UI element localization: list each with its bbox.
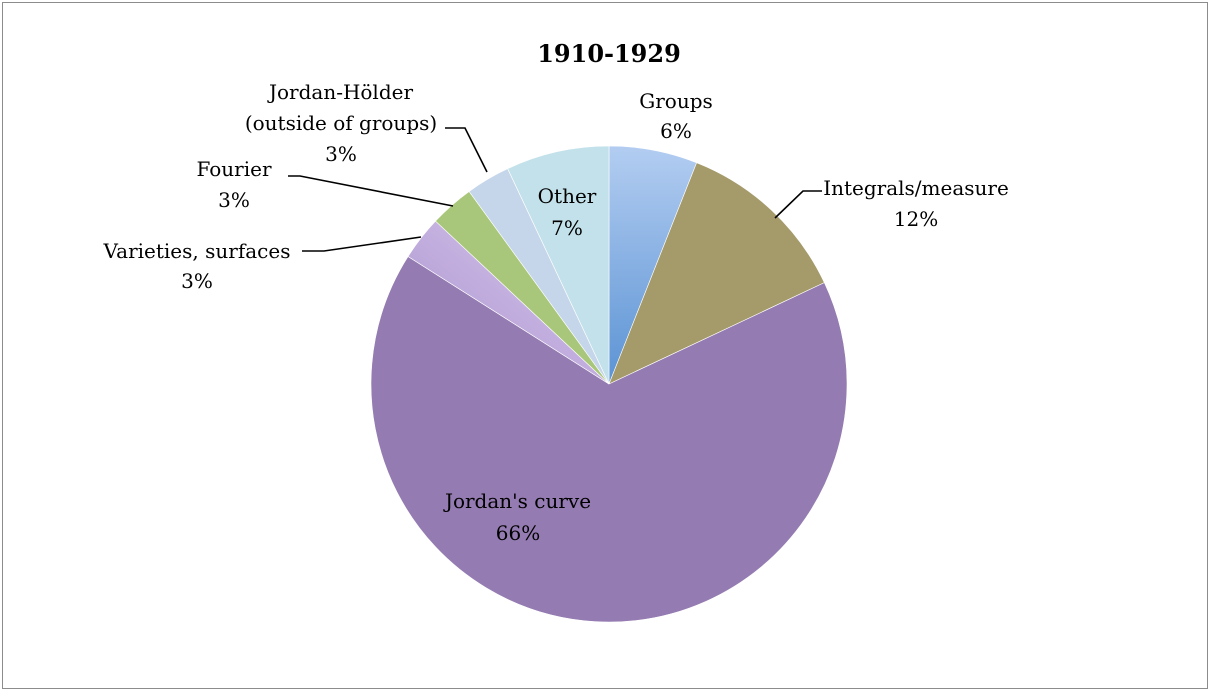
label-varieties-pct: 3% [181, 269, 213, 293]
pie-slice-other [507, 145, 610, 385]
label-integrals: Integrals/measure 12% [823, 176, 1009, 231]
label-fourier: Fourier 3% [196, 157, 271, 212]
label-other: Other 7% [538, 184, 597, 240]
label-integrals-pct: 12% [894, 207, 938, 231]
label-other-name: Other [538, 184, 597, 208]
label-jordan-curve-name: Jordan's curve [443, 489, 591, 513]
label-jordan-holder: Jordan-Hölder (outside of groups) 3% [245, 80, 437, 166]
chart-title: 1910-1929 [537, 39, 681, 68]
label-jordan-holder-line2: (outside of groups) [245, 111, 437, 135]
label-varieties: Varieties, surfaces 3% [103, 239, 291, 293]
label-fourier-name: Fourier [196, 157, 271, 181]
label-jordan-curve-pct: 66% [496, 521, 540, 545]
pie-slice-jordan-s-curve [370, 256, 848, 623]
label-varieties-name: Varieties, surfaces [103, 239, 291, 263]
label-jordan-curve: Jordan's curve 66% [443, 489, 591, 545]
label-other-pct: 7% [551, 216, 583, 240]
leader-integrals [774, 190, 822, 219]
label-groups-name: Groups [639, 89, 713, 113]
label-jordan-holder-pct: 3% [325, 142, 357, 166]
label-groups-pct: 6% [660, 119, 692, 143]
leader-varieties [302, 236, 422, 252]
label-integrals-name: Integrals/measure [823, 176, 1009, 200]
leader-jordan-holder [445, 127, 488, 173]
label-groups: Groups 6% [639, 89, 713, 143]
pie-slices [370, 145, 848, 623]
label-jordan-holder-line1: Jordan-Hölder [267, 80, 414, 104]
pie-slice-integrals-measure [608, 162, 825, 385]
label-fourier-pct: 3% [218, 188, 250, 212]
leader-fourier [288, 175, 454, 207]
